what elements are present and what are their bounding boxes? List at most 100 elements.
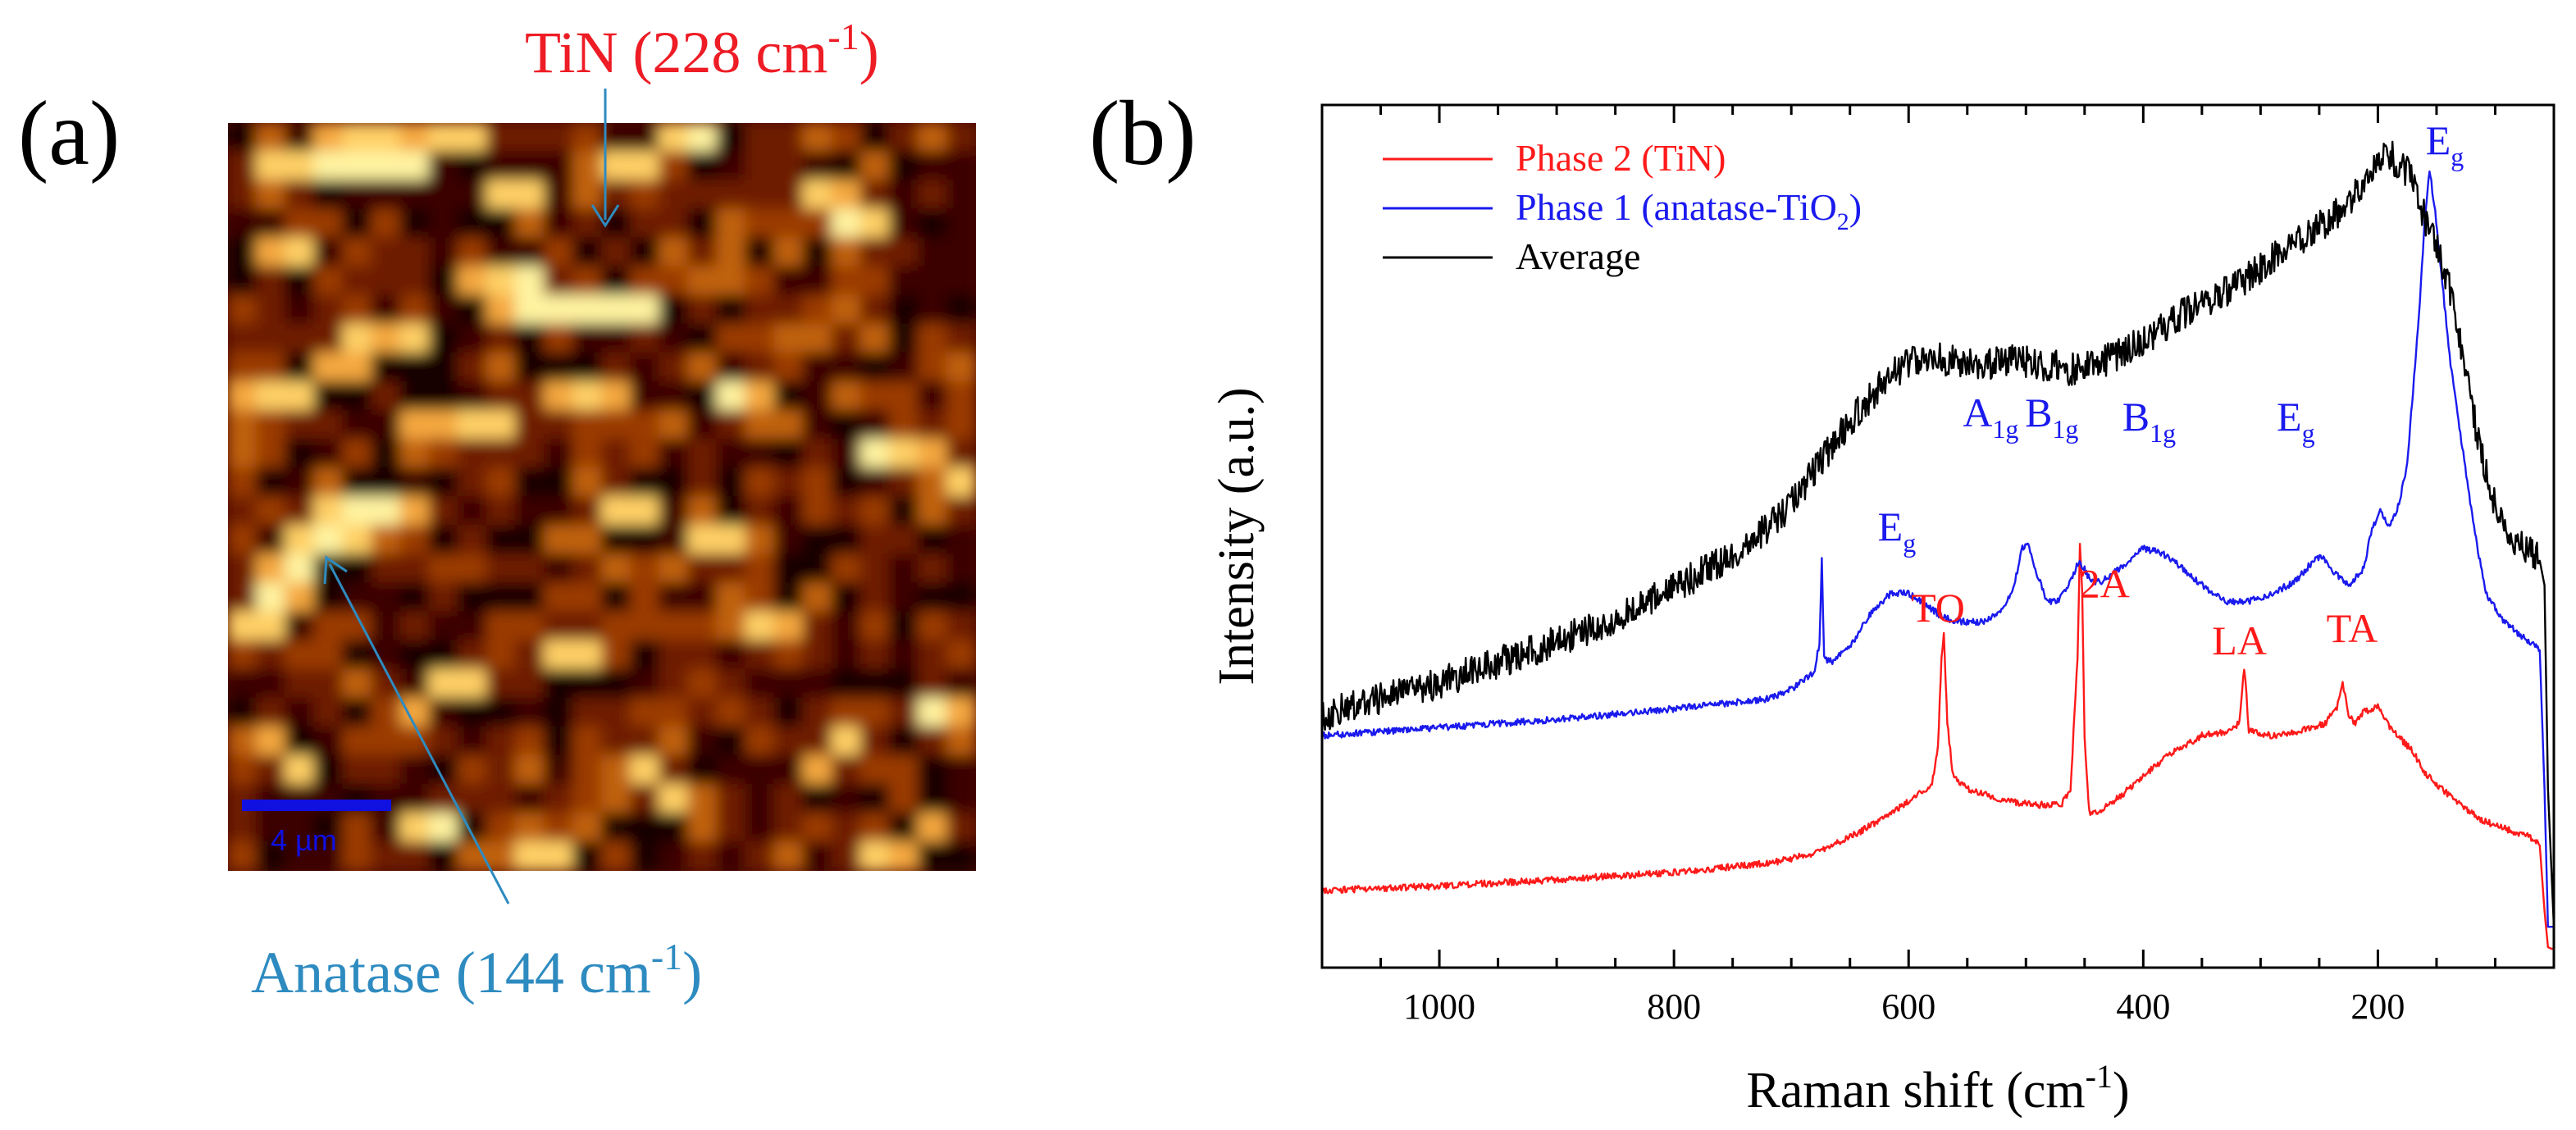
map-pixel — [773, 180, 805, 211]
map-pixel — [514, 237, 545, 268]
map-pixel — [745, 323, 776, 354]
map-pixel — [457, 180, 488, 211]
map-pixel — [917, 294, 948, 326]
map-pixel — [457, 754, 488, 786]
x-tick-label: 200 — [2350, 986, 2405, 1027]
map-pixel — [745, 409, 776, 440]
map-pixel — [543, 467, 574, 498]
map-pixel — [486, 754, 517, 786]
map-pixel — [630, 697, 661, 728]
map-pixel — [917, 582, 948, 613]
map-pixel — [457, 697, 488, 728]
map-pixel — [716, 467, 747, 498]
map-pixel — [630, 726, 661, 757]
map-pixel — [888, 611, 919, 642]
scale-bar-label: 4 µm — [271, 823, 337, 857]
map-pixel — [659, 668, 690, 699]
map-pixel — [687, 409, 718, 440]
map-pixel — [428, 380, 459, 412]
map-pixel — [630, 409, 661, 440]
map-pixel — [572, 467, 603, 498]
map-pixel — [601, 640, 632, 671]
map-pixel — [659, 812, 690, 843]
map-pixel — [313, 697, 344, 728]
map-pixel — [399, 151, 431, 182]
map-pixel — [285, 611, 316, 642]
map-pixel — [716, 123, 747, 153]
map-pixel — [256, 237, 287, 268]
map-pixel — [716, 525, 747, 556]
map-pixel — [773, 409, 805, 440]
panel-b-label: (b) — [1089, 83, 1197, 185]
map-pixel — [601, 496, 632, 527]
map-pixel — [486, 697, 517, 728]
map-pixel — [888, 582, 919, 613]
map-pixel — [659, 525, 690, 556]
map-pixel — [831, 611, 862, 642]
map-pixel — [457, 582, 488, 613]
map-pixel — [486, 151, 517, 182]
map-pixel — [888, 438, 919, 469]
map-pixel — [802, 525, 833, 556]
map-pixel — [859, 151, 891, 182]
map-pixel — [773, 237, 805, 268]
peak-label: Eg — [2426, 117, 2464, 171]
map-pixel — [888, 237, 919, 268]
map-pixel — [428, 525, 459, 556]
map-pixel — [888, 380, 919, 412]
map-pixel — [457, 611, 488, 642]
legend: Phase 2 (TiN) Phase 1 (anatase-TiO2)Avera… — [1383, 137, 1862, 277]
map-pixel — [859, 409, 891, 440]
peak-label: B1g — [2122, 394, 2176, 448]
map-pixel — [371, 726, 402, 757]
map-pixel — [313, 726, 344, 757]
map-pixel — [888, 294, 919, 326]
map-pixel — [313, 525, 344, 556]
map-pixel — [859, 668, 891, 699]
map-pixel — [428, 180, 459, 211]
map-pixel — [687, 496, 718, 527]
map-pixel — [256, 582, 287, 613]
series-line-3 — [1322, 140, 2554, 927]
map-pixel — [428, 409, 459, 440]
map-pixel — [228, 726, 258, 757]
map-pixel — [773, 294, 805, 326]
map-pixel — [773, 754, 805, 786]
map-pixel — [572, 812, 603, 843]
map-pixel — [687, 294, 718, 326]
map-pixel — [228, 467, 258, 498]
map-pixel — [659, 496, 690, 527]
map-pixel — [285, 380, 316, 412]
map-pixel — [543, 352, 574, 383]
map-pixel — [859, 180, 891, 211]
map-pixel — [802, 294, 833, 326]
map-pixel — [486, 409, 517, 440]
map-pixel — [687, 151, 718, 182]
map-pixel — [285, 266, 316, 297]
map-pixel — [630, 754, 661, 786]
map-pixel — [831, 783, 862, 814]
map-pixel — [946, 409, 976, 440]
map-pixel — [428, 582, 459, 613]
map-pixel — [859, 611, 891, 642]
map-pixel — [228, 380, 258, 412]
map-pixel — [659, 380, 690, 412]
map-pixel — [342, 208, 373, 239]
map-pixel — [946, 180, 976, 211]
map-pixel — [687, 754, 718, 786]
map-pixel — [514, 525, 545, 556]
map-pixel — [745, 294, 776, 326]
map-pixel — [514, 123, 545, 153]
map-pixel — [601, 323, 632, 354]
map-pixel — [917, 438, 948, 469]
map-pixel — [831, 668, 862, 699]
map-pixel — [946, 754, 976, 786]
map-pixel — [745, 754, 776, 786]
map-pixel — [399, 726, 431, 757]
map-pixel — [371, 151, 402, 182]
map-pixel — [859, 352, 891, 383]
map-pixel — [285, 554, 316, 585]
map-pixel — [859, 266, 891, 297]
map-pixel — [313, 611, 344, 642]
map-pixel — [428, 294, 459, 326]
